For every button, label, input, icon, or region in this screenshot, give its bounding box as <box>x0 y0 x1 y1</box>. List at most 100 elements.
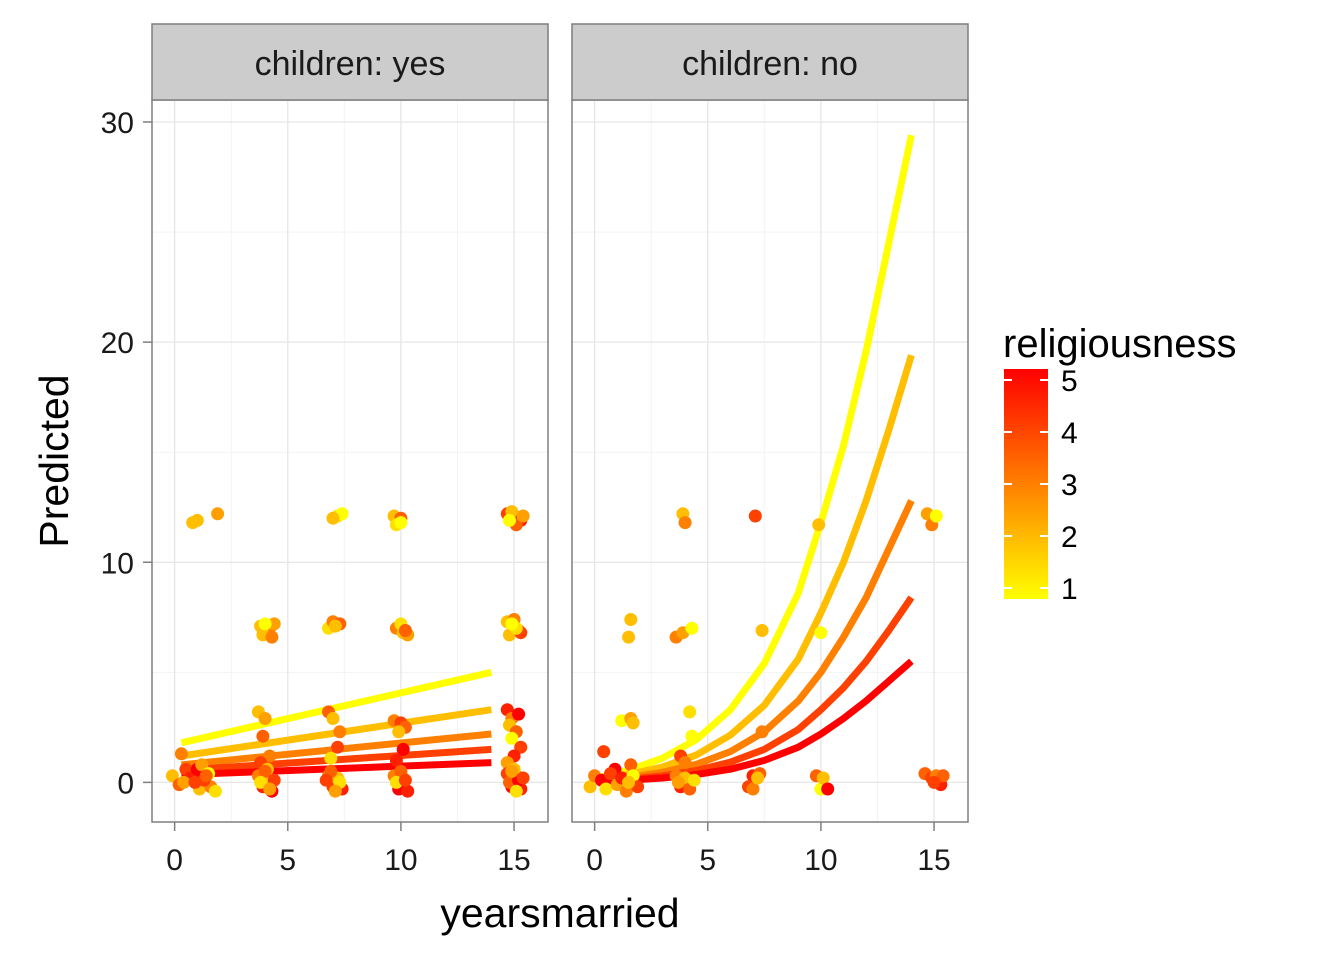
data-point <box>812 518 826 532</box>
fitted-line-religiousness-1 <box>600 134 915 781</box>
data-point <box>814 626 828 640</box>
data-point <box>263 749 277 763</box>
y-axis: 0 10 20 30 <box>101 107 152 800</box>
data-point <box>514 740 528 754</box>
legend-tick-label: 5 <box>1061 365 1078 398</box>
legend-tick-label: 3 <box>1061 469 1078 502</box>
data-point <box>258 764 272 778</box>
data-point <box>254 775 268 789</box>
data-point <box>505 617 519 631</box>
data-point <box>748 509 762 523</box>
data-point <box>509 784 523 798</box>
data-point <box>816 771 830 785</box>
data-point <box>398 624 412 637</box>
data-point <box>685 621 699 635</box>
data-point <box>326 511 340 525</box>
data-point <box>755 725 769 739</box>
data-point <box>685 729 699 743</box>
data-point <box>392 725 406 739</box>
data-point <box>258 617 272 631</box>
x-tick-label: 15 <box>917 844 950 877</box>
data-point <box>333 725 347 739</box>
y-tick-label: 30 <box>101 107 134 140</box>
data-point <box>505 731 519 745</box>
panel-background-children-yes <box>152 100 548 822</box>
data-point <box>174 747 188 761</box>
data-point <box>622 775 636 789</box>
data-point <box>821 782 835 796</box>
data-point <box>177 775 191 789</box>
data-point <box>622 630 636 644</box>
data-point <box>396 742 410 756</box>
legend-tick-label: 2 <box>1061 521 1078 554</box>
data-point <box>516 509 530 523</box>
data-point <box>326 712 340 725</box>
y-axis-title: Predicted <box>31 374 77 547</box>
y-tick-label: 0 <box>117 767 134 800</box>
y-tick-label: 20 <box>101 327 134 360</box>
strip-label-children-yes: children: yes <box>255 45 446 83</box>
data-point <box>503 513 516 527</box>
data-point <box>624 758 638 772</box>
data-point <box>512 707 526 721</box>
data-point <box>211 507 225 521</box>
data-point <box>624 613 638 626</box>
y-tick-label: 10 <box>101 547 134 580</box>
data-point <box>394 516 408 530</box>
x-tick-label: 15 <box>497 844 530 877</box>
data-point <box>186 516 200 530</box>
data-point <box>328 619 342 633</box>
strip-children-no <box>571 23 969 101</box>
legend: religiousness 1 2 3 4 5 <box>1003 322 1236 606</box>
data-point <box>927 775 941 789</box>
data-point <box>188 775 202 789</box>
data-point <box>263 782 277 796</box>
legend-tick-label: 4 <box>1061 417 1078 450</box>
data-point <box>265 630 279 644</box>
data-point <box>678 756 692 770</box>
x-tick-label: 0 <box>586 844 603 877</box>
data-point <box>331 740 345 754</box>
data-point <box>208 784 222 798</box>
x-axis-children-yes: 0 5 10 15 <box>166 822 531 877</box>
x-tick-label: 5 <box>279 844 296 877</box>
data-point <box>258 712 272 725</box>
grid-children-no <box>572 100 968 822</box>
fitted-line-religiousness-5 <box>601 658 914 785</box>
data-point <box>604 767 617 781</box>
data-point <box>505 764 519 778</box>
data-point <box>516 771 530 785</box>
data-point <box>683 705 697 719</box>
x-tick-label: 10 <box>804 844 837 877</box>
data-point <box>267 617 281 631</box>
data-point <box>599 782 613 796</box>
strip-children-yes <box>151 23 549 101</box>
fitted-line-religiousness-1 <box>180 668 493 747</box>
fitted-lines-children-no <box>600 134 915 785</box>
x-axis-title: yearsmarried <box>440 890 679 936</box>
legend-tick-label: 1 <box>1061 573 1078 606</box>
legend-ticks: 1 2 3 4 5 <box>1004 365 1078 606</box>
data-point <box>324 751 338 765</box>
data-point <box>751 771 765 785</box>
x-tick-label: 10 <box>384 844 417 877</box>
data-point <box>755 624 769 637</box>
data-point <box>936 769 950 783</box>
data-point <box>746 782 760 796</box>
data-point <box>256 729 270 743</box>
legend-title: religiousness <box>1003 322 1236 366</box>
x-axis-children-no: 0 5 10 15 <box>586 822 951 877</box>
strip-label-children-no: children: no <box>682 45 858 83</box>
fitted-line-religiousness-2 <box>600 354 915 783</box>
data-point <box>398 773 412 787</box>
data-point <box>678 516 692 530</box>
grid-children-yes <box>152 100 548 822</box>
data-point <box>199 769 213 783</box>
data-point <box>583 780 597 794</box>
data-point <box>165 769 179 783</box>
points-children-yes <box>165 505 530 798</box>
data-point <box>929 509 943 523</box>
data-point <box>389 753 403 767</box>
data-point <box>319 773 333 787</box>
